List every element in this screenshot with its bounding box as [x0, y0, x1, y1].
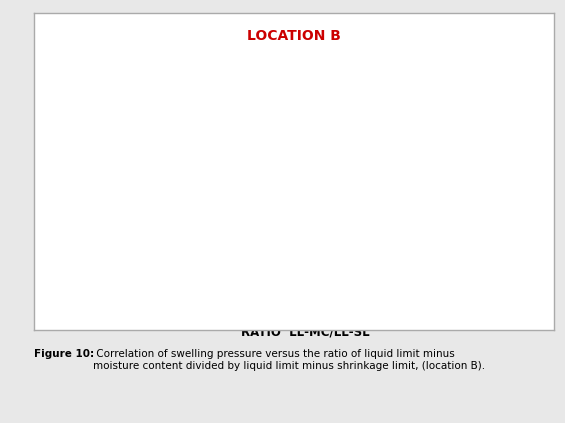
Text: Figure 10:: Figure 10: — [34, 349, 94, 359]
Point — [362, 150, 371, 157]
Point — [378, 77, 387, 84]
Point — [263, 263, 272, 269]
Point — [257, 269, 266, 276]
X-axis label: RATIO  LL-MC/LL-SL: RATIO LL-MC/LL-SL — [241, 325, 370, 338]
Text: Correlation of swelling pressure versus the ratio of liquid limit minus
moisture: Correlation of swelling pressure versus … — [93, 349, 485, 371]
Y-axis label: SWELL PRESSURE  kg/cm²: SWELL PRESSURE kg/cm² — [41, 90, 51, 240]
Point — [288, 239, 297, 245]
Text: y = 0,0195e: y = 0,0195e — [157, 87, 229, 100]
Text: 5,8771x: 5,8771x — [266, 81, 300, 90]
Text: LOCATION B: LOCATION B — [247, 29, 341, 43]
Point — [254, 269, 263, 276]
Point — [279, 255, 288, 262]
Point — [341, 209, 350, 215]
Point — [285, 240, 294, 247]
Point — [292, 240, 301, 247]
Point — [270, 259, 279, 266]
Text: R² = 0,9238: R² = 0,9238 — [157, 118, 228, 131]
